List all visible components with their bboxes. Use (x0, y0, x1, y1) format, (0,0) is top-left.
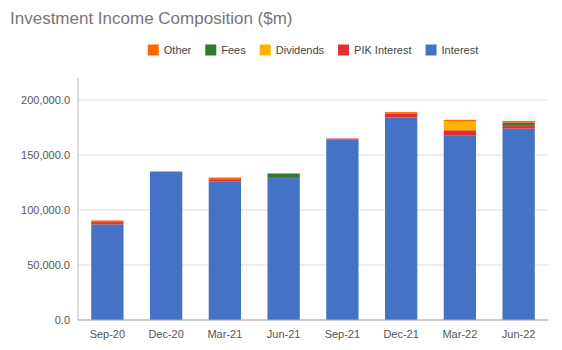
series (267, 123, 534, 177)
bar-segment (385, 112, 417, 114)
bar-segment (150, 171, 182, 172)
grid-line (78, 100, 548, 101)
legend-item: Dividends (260, 44, 325, 56)
legend-item: Interest (426, 44, 479, 56)
bar-segment (502, 126, 534, 129)
bar-segment (326, 140, 358, 320)
y-axis-line (78, 78, 79, 320)
legend-swatch (426, 45, 437, 56)
bar-segment (91, 224, 123, 320)
bar-segment (267, 174, 299, 177)
bar-segment (444, 121, 476, 130)
legend-swatch (260, 45, 271, 56)
legend-swatch (338, 45, 349, 56)
legend-item: Other (148, 44, 192, 56)
legend: Other Fees Dividends PIK Interest Interest (148, 44, 478, 56)
x-tick-label: Dec-21 (383, 328, 418, 340)
legend-label: Dividends (276, 44, 325, 56)
legend-swatch (148, 45, 159, 56)
legend-item: PIK Interest (338, 44, 411, 56)
legend-label: PIK Interest (354, 44, 411, 56)
bar-segment (267, 173, 299, 175)
x-axis-line (78, 320, 548, 321)
x-tick-label: Mar-22 (442, 328, 477, 340)
grid-line (78, 265, 548, 266)
bar-segment (209, 181, 241, 320)
chart-container: Investment Income Composition ($m) 0.0 50,… (0, 0, 562, 350)
bars (91, 112, 535, 320)
x-tick-label: Sep-21 (325, 328, 360, 340)
grid (78, 100, 548, 320)
bar-segment (385, 118, 417, 320)
bar-segment (502, 121, 534, 123)
bar-segment (326, 138, 358, 139)
y-tick-label: 100,000.0 (21, 204, 70, 216)
legend-swatch (205, 45, 216, 56)
series (91, 118, 535, 320)
bar-segment (150, 172, 182, 321)
y-tick-label: 200,000.0 (21, 94, 70, 106)
grid-line (78, 210, 548, 211)
chart-svg: Investment Income Composition ($m) 0.0 50,… (0, 0, 562, 350)
x-tick-label: Mar-21 (207, 328, 242, 340)
legend-label: Other (164, 44, 192, 56)
x-tick-label: Sep-20 (90, 328, 125, 340)
x-tick-label: Jun-21 (267, 328, 301, 340)
bar-segment (209, 178, 241, 180)
grid-line (78, 320, 548, 321)
bar-segment (150, 171, 182, 172)
bar-segment (444, 130, 476, 135)
bar-segment (502, 129, 534, 320)
bar-segment (91, 220, 123, 222)
legend-label: Fees (221, 44, 246, 56)
bar-segment (444, 120, 476, 122)
grid-line (78, 155, 548, 156)
y-tick-label: 50,000.0 (27, 259, 70, 271)
series (91, 112, 535, 222)
bar-segment (444, 135, 476, 320)
bar-segment (326, 139, 358, 140)
bar-segment (267, 178, 299, 320)
chart-title: Investment Income Composition ($m) (10, 9, 293, 28)
legend-label: Interest (442, 44, 479, 56)
bar-segment (267, 177, 299, 178)
series (91, 114, 535, 225)
bar-segment (150, 171, 182, 172)
y-tick-label: 150,000.0 (21, 149, 70, 161)
bar-segment (326, 138, 358, 139)
bar-segment (150, 171, 182, 172)
bar-segment (209, 179, 241, 181)
bar-segment (91, 222, 123, 224)
x-tick-label: Jun-22 (502, 328, 536, 340)
bar-segment (502, 123, 534, 126)
series (444, 121, 476, 130)
x-tick-label: Dec-20 (148, 328, 183, 340)
y-tick-label: 0.0 (55, 314, 70, 326)
bar-segment (385, 114, 417, 118)
bar-segment (326, 138, 358, 139)
legend-item: Fees (205, 44, 246, 56)
